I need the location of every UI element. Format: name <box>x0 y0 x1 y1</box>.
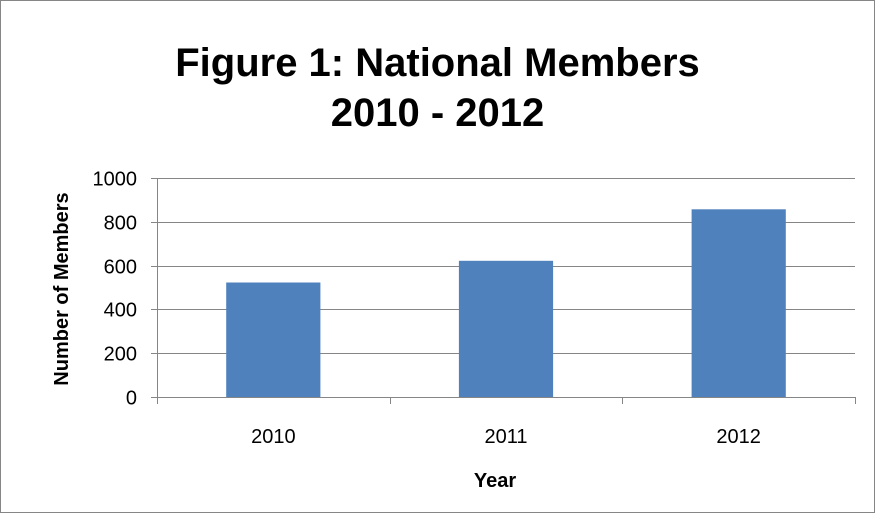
x-tick-label: 2012 <box>716 426 761 448</box>
chart-title: Figure 1: National Members 2010 - 2012 <box>0 38 875 138</box>
y-tick-label: 0 <box>126 388 137 410</box>
bar-2011 <box>458 260 554 397</box>
y-axis-title: Number of Members <box>51 192 73 385</box>
bar-2012 <box>691 209 786 397</box>
chart-title-line-1: Figure 1: National Members <box>175 41 700 85</box>
tick-labels: 0 200 400 600 800 1000 2010 2011 2012 <box>93 169 761 449</box>
y-tick-label: 1000 <box>93 169 138 191</box>
chart-title-line-2: 2010 - 2012 <box>330 91 545 135</box>
x-axis-title: Year <box>474 470 516 492</box>
y-tick-label: 800 <box>104 213 137 235</box>
y-tick-label: 200 <box>104 344 137 366</box>
x-tick-label: 2011 <box>484 426 527 448</box>
y-tick-label: 600 <box>104 257 137 279</box>
axes <box>151 178 856 404</box>
bar-2010 <box>226 282 321 397</box>
x-tick-label: 2010 <box>251 426 296 448</box>
y-tick-label: 400 <box>104 300 137 322</box>
bars <box>226 209 786 397</box>
